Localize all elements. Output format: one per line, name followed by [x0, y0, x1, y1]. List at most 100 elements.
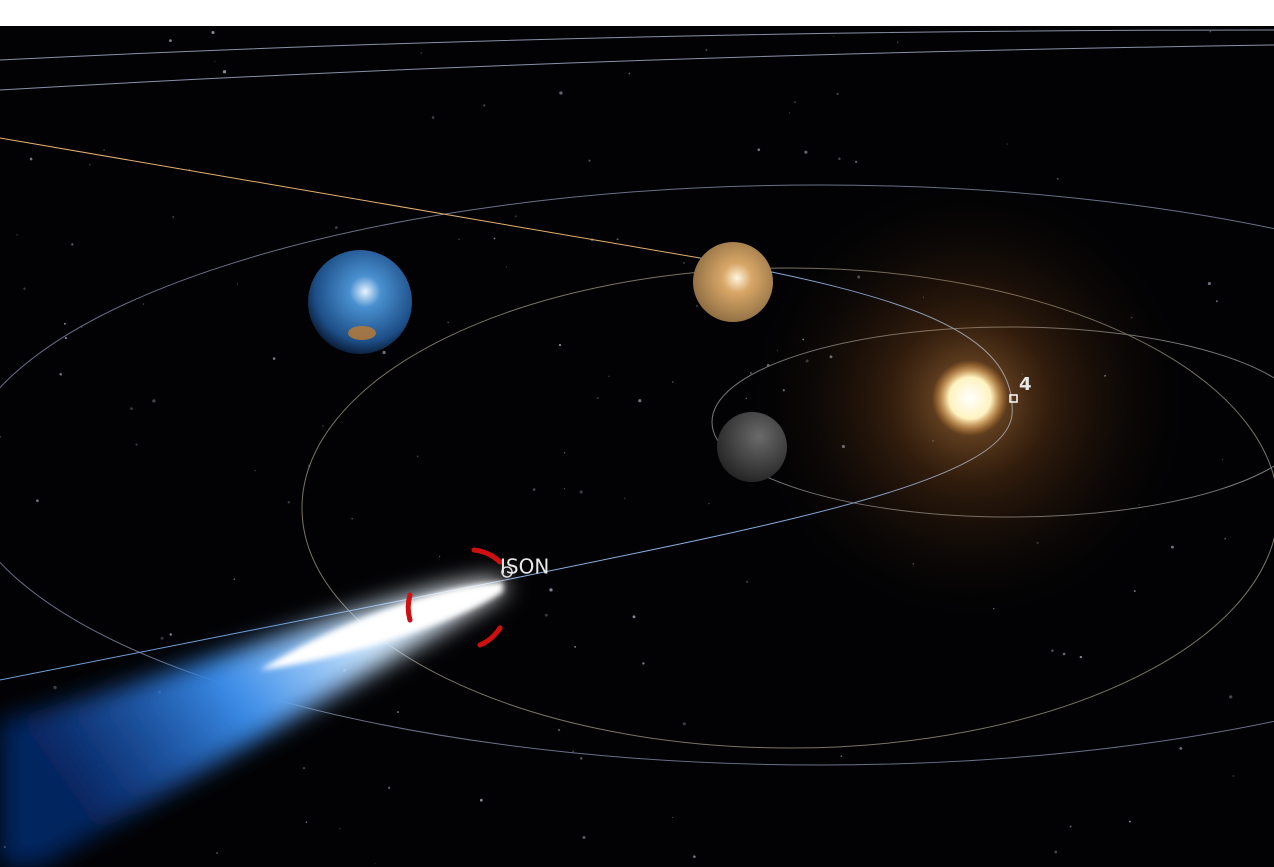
star — [672, 817, 673, 818]
star — [633, 615, 636, 618]
star — [1216, 300, 1218, 302]
star — [838, 157, 841, 160]
star — [1054, 851, 1057, 854]
star — [223, 70, 226, 73]
star — [53, 686, 56, 689]
star — [303, 767, 305, 769]
star — [458, 239, 460, 241]
star — [672, 381, 673, 382]
star — [683, 262, 685, 264]
star — [59, 373, 62, 376]
star — [683, 722, 686, 725]
star — [234, 578, 236, 580]
star — [841, 755, 843, 757]
star — [559, 344, 561, 346]
star — [1057, 178, 1059, 180]
star — [335, 226, 338, 229]
star — [136, 444, 138, 446]
star — [483, 104, 485, 106]
star — [545, 614, 548, 617]
star — [89, 164, 90, 165]
star — [1080, 656, 1082, 658]
star — [1070, 826, 1072, 828]
star — [273, 357, 276, 360]
star — [574, 646, 576, 648]
star — [71, 243, 73, 245]
star — [757, 148, 760, 151]
star — [351, 518, 352, 519]
star — [375, 863, 376, 864]
star — [794, 101, 796, 103]
star — [588, 160, 590, 162]
star — [1179, 747, 1182, 750]
star — [1224, 538, 1226, 540]
star — [288, 501, 290, 503]
star — [746, 581, 748, 583]
earth-land — [348, 326, 376, 340]
comet-label: ISON — [500, 555, 549, 579]
star — [214, 61, 215, 62]
star — [388, 787, 390, 789]
star — [172, 216, 174, 218]
star — [515, 215, 517, 217]
star — [558, 729, 560, 731]
page: {"labels": {"comet": "ISON", "marker": "… — [0, 0, 1274, 867]
star — [23, 287, 25, 289]
star — [1222, 459, 1223, 460]
star — [1208, 282, 1211, 285]
marker-label: 4 — [1019, 374, 1032, 395]
star — [432, 116, 435, 119]
star — [143, 303, 144, 304]
star — [417, 456, 418, 457]
star — [1129, 821, 1131, 823]
star — [152, 399, 155, 402]
star — [64, 323, 66, 325]
star — [322, 425, 323, 426]
star — [608, 376, 609, 377]
star — [642, 662, 644, 664]
sun — [932, 360, 1008, 436]
star — [254, 470, 256, 472]
star — [480, 799, 483, 802]
star — [506, 267, 507, 268]
space-view: ISON 4 — [0, 0, 1274, 867]
star — [36, 499, 39, 502]
star — [629, 73, 631, 75]
mercury — [717, 412, 787, 482]
star — [1229, 695, 1232, 698]
star — [580, 490, 583, 493]
star — [580, 757, 582, 759]
star — [855, 161, 857, 163]
star — [804, 151, 807, 154]
star — [339, 828, 340, 829]
star — [169, 633, 171, 635]
star — [397, 711, 399, 713]
star — [582, 836, 585, 839]
star — [897, 42, 898, 43]
star — [1007, 143, 1008, 144]
star — [696, 305, 697, 306]
venus — [693, 242, 773, 322]
star — [1134, 590, 1136, 592]
star — [1171, 546, 1174, 549]
star — [833, 36, 834, 37]
star — [1209, 31, 1211, 33]
star — [16, 234, 17, 235]
star — [624, 498, 625, 499]
star — [837, 93, 839, 95]
star — [564, 452, 565, 453]
star — [572, 750, 574, 752]
star — [494, 238, 496, 240]
star — [1051, 649, 1053, 651]
star — [1233, 775, 1235, 777]
star — [706, 49, 708, 51]
star — [559, 91, 562, 94]
star — [439, 556, 440, 557]
star — [103, 149, 104, 150]
star — [693, 855, 696, 858]
star — [617, 238, 619, 240]
star — [708, 503, 709, 504]
star — [638, 399, 641, 402]
star — [383, 351, 386, 354]
top-strip — [0, 0, 1274, 26]
